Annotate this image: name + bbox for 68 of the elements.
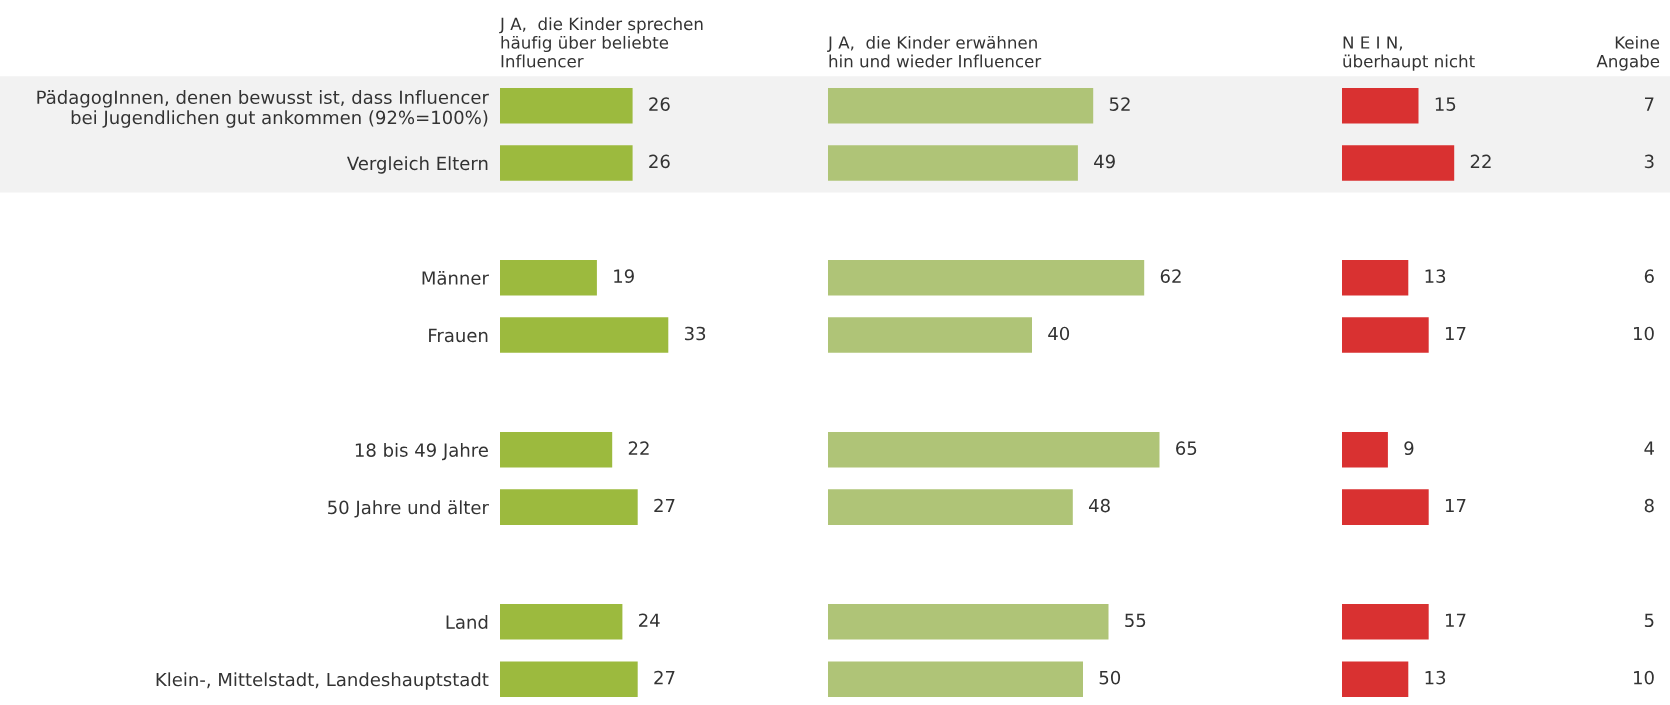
data-label: 6 [1644,269,1654,283]
bar [500,317,669,353]
bar [500,87,633,124]
data-label: 13 [1425,670,1446,685]
bar [1342,661,1409,697]
y-tick-label: Land [446,614,488,629]
data-label: 5 [1644,613,1654,628]
data-label: 24 [639,613,660,627]
data-label: 15 [1435,97,1456,111]
y-tick-label: 18 bis 49 Jahre [355,442,488,461]
y-tick-label: Frauen [429,328,488,343]
bar [828,259,1145,296]
bar [500,259,597,296]
data-label: 55 [1125,613,1146,628]
data-label: 8 [1644,498,1654,513]
bar [828,489,1073,525]
data-label: 17 [1445,498,1466,513]
bar [828,145,1078,181]
bar [828,604,1109,640]
data-label: 7 [1644,97,1654,111]
y-tick-label: Vergleich Eltern [346,156,488,174]
data-label: 17 [1445,326,1466,341]
data-label: 13 [1425,269,1446,283]
bar [500,661,638,697]
bar [828,432,1160,468]
data-label: 26 [649,154,670,169]
data-label: 48 [1088,498,1110,513]
bar [1342,259,1409,296]
data-label: 62 [1160,269,1181,283]
data-label: 27 [654,670,675,685]
chart-title: J A, die Kinder sprechen häufig über beliebte Influencer [499,17,703,68]
bar [1342,604,1429,640]
bar [500,432,613,468]
bar [828,317,1032,353]
y-tick-label: 50 Jahre und älter [328,500,489,518]
y-tick-label: Klein-, Mittelstadt, Landeshauptstadt [156,672,489,690]
bar [500,489,638,525]
bar [1342,145,1455,181]
data-label: 49 [1094,154,1115,169]
data-label: 52 [1109,97,1130,111]
data-label: 17 [1445,613,1466,627]
data-label: 27 [654,498,675,513]
data-label: 10 [1634,670,1654,685]
chart-title: N E I N, überhaupt nicht [1343,36,1475,71]
data-label: 10 [1634,326,1654,341]
data-label: 33 [684,326,706,341]
data-label: 9 [1404,441,1414,456]
text: Keine Angabe [1596,35,1660,71]
bar [1342,432,1388,468]
data-label: 26 [649,97,670,111]
bar [500,604,623,640]
data-label: 65 [1176,441,1197,456]
data-label: 50 [1099,670,1121,685]
chart-title: J A, die Kinder erwähnen hin und wieder Influencer [827,35,1042,68]
bar [1342,317,1429,353]
data-label: 3 [1644,154,1654,169]
bar [1342,87,1419,124]
bar [500,145,633,181]
y-tick-label: PädagogInnen, denen bewusst ist, dass Influencer bei Jugendlichen gut ankommen (92%=100%) [37,90,489,128]
data-label: 40 [1048,326,1070,341]
data-label: 22 [1470,154,1491,169]
data-label: 19 [614,269,634,283]
y-tick-label: Männer [422,270,489,285]
bar [828,87,1094,124]
bar [828,661,1083,697]
data-label: 22 [628,441,649,455]
data-label: 4 [1644,441,1654,455]
bar [1342,489,1429,525]
